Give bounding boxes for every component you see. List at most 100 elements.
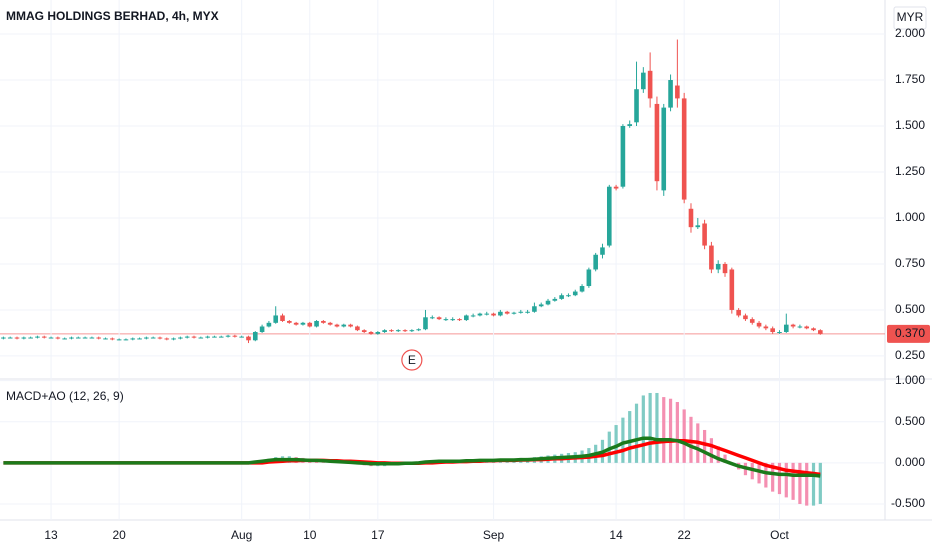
candle-body xyxy=(225,335,231,337)
candle-body xyxy=(205,336,210,338)
candle-body xyxy=(89,337,95,339)
candle-body xyxy=(797,326,803,328)
candle-body xyxy=(702,223,707,246)
candle-body xyxy=(423,317,428,330)
candle-body xyxy=(82,337,88,339)
candle-body xyxy=(443,319,449,321)
candle-body xyxy=(464,315,469,321)
candle-body xyxy=(763,326,769,329)
candle-body xyxy=(157,337,163,339)
candle-body xyxy=(130,338,136,340)
candle-body xyxy=(688,208,694,228)
x-tick-label: 10 xyxy=(303,528,317,542)
candle-body xyxy=(749,319,755,323)
candle-body xyxy=(35,336,40,338)
candle-body xyxy=(484,313,490,315)
candle-body xyxy=(634,89,639,123)
candle-body xyxy=(48,337,54,339)
candle-body xyxy=(470,315,476,317)
candle-body xyxy=(668,80,673,108)
candle-body xyxy=(736,309,741,316)
x-tick-label: 14 xyxy=(609,528,623,542)
histogram-bar xyxy=(777,462,782,495)
candle-body xyxy=(647,70,653,99)
histogram-bar xyxy=(791,462,795,500)
candle-body xyxy=(436,317,442,320)
candle-body xyxy=(21,337,27,339)
histogram-bar xyxy=(634,403,639,463)
candle-body xyxy=(375,332,381,334)
histogram-bar xyxy=(614,425,618,463)
grid-layer xyxy=(0,0,885,520)
candle-body xyxy=(395,330,401,332)
candle-body xyxy=(41,336,47,338)
histogram-bar xyxy=(811,462,816,506)
indicator-line xyxy=(3,436,821,478)
y-tick-label: 1.000 xyxy=(895,210,925,224)
candle-body xyxy=(259,326,265,333)
candle-body xyxy=(246,336,251,341)
candle-body xyxy=(586,269,592,287)
pane-title: MACD+AO (12, 26, 9) xyxy=(6,389,124,403)
candle-body xyxy=(368,332,374,334)
candle-body xyxy=(661,107,667,191)
candle-body xyxy=(566,295,571,297)
candle-body xyxy=(559,295,564,299)
histogram-bar xyxy=(675,402,679,463)
histogram-bar xyxy=(757,462,761,484)
candle-body xyxy=(62,338,67,340)
histogram-bar xyxy=(709,438,714,463)
y-tick-label: 1.000 xyxy=(895,373,925,387)
candle-body xyxy=(116,339,122,341)
histogram-bar xyxy=(805,462,809,506)
candle-body xyxy=(743,315,748,320)
histogram-bar xyxy=(818,462,822,504)
candle-body xyxy=(110,338,115,340)
candle-body xyxy=(7,337,13,339)
x-tick-label: 17 xyxy=(371,528,385,542)
candle-body xyxy=(252,332,258,341)
y-tick-label: 0.500 xyxy=(895,302,925,316)
candle-body xyxy=(756,322,762,327)
currency-label: MYR xyxy=(897,10,924,24)
candle-body xyxy=(334,324,340,327)
x-tick-label: 13 xyxy=(44,528,58,542)
mark-layer xyxy=(1,39,823,506)
candle-body xyxy=(579,286,585,292)
candle-body xyxy=(218,336,224,338)
candle-body xyxy=(314,320,319,327)
y-tick-label: 1.250 xyxy=(895,164,925,178)
candle-body xyxy=(572,291,578,296)
candle-body xyxy=(491,313,496,316)
candle-body xyxy=(606,186,612,246)
candle-body xyxy=(273,315,279,323)
candle-body xyxy=(504,311,510,314)
candle-body xyxy=(675,85,680,99)
candle-body xyxy=(341,324,347,327)
candle-body xyxy=(525,311,530,313)
candle-body xyxy=(355,326,360,331)
candle-body xyxy=(144,337,149,339)
candle-body xyxy=(361,330,367,333)
candle-body xyxy=(545,300,551,305)
histogram-bar xyxy=(771,462,775,492)
candle-body xyxy=(457,319,462,321)
candle-body xyxy=(770,328,775,333)
candle-body xyxy=(811,328,816,331)
y-tick-label: 1.750 xyxy=(895,72,925,86)
candle-body xyxy=(538,304,544,307)
earnings-label: E xyxy=(408,353,416,367)
candle-body xyxy=(695,225,701,228)
histogram-bar xyxy=(668,398,673,463)
chart-title: MMAG HOLDINGS BERHAD, 4h, MYX xyxy=(6,9,219,23)
candle-body xyxy=(681,98,687,200)
candle-body xyxy=(137,338,142,340)
candle-body xyxy=(552,298,558,301)
candle-body xyxy=(55,337,61,339)
candle-body xyxy=(293,322,299,325)
candle-body xyxy=(402,330,408,332)
histogram-bar xyxy=(784,462,788,498)
candle-body xyxy=(184,336,190,338)
